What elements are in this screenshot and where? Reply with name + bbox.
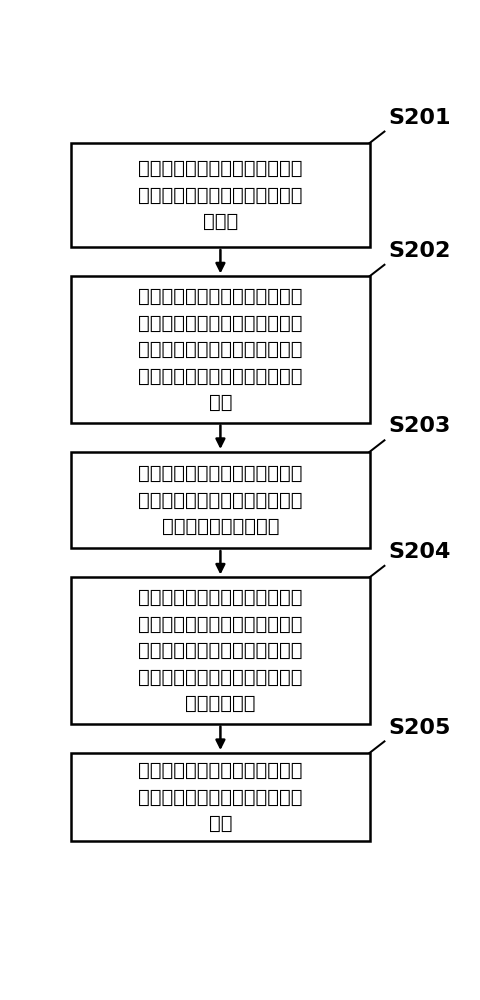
- Text: S205: S205: [387, 718, 450, 738]
- Text: S203: S203: [387, 416, 450, 436]
- Text: S201: S201: [387, 108, 450, 128]
- Text: S204: S204: [387, 542, 450, 562]
- Text: 选取所述视频中依次间隔预先设
定帧数的图像，以构成原始帧序
列图集: 选取所述视频中依次间隔预先设 定帧数的图像，以构成原始帧序 列图集: [138, 159, 302, 231]
- Bar: [71, 143, 369, 247]
- Text: 对所述原始帧序列图集中每一帧
图像进行检测，以生成对应于所
述原始帧序列图集中各帧图像的
检测数据，所述检测数据包括偏
航角: 对所述原始帧序列图集中每一帧 图像进行检测，以生成对应于所 述原始帧序列图集中各…: [138, 287, 302, 412]
- Text: 对所述有效序列图集中每一帧图
像进行重检测，以生成对应于所
述有效序列图集中各帧图像的重
检测数据，所述重检测数据包括
重检测偏航角: 对所述有效序列图集中每一帧图 像进行重检测，以生成对应于所 述有效序列图集中各帧…: [138, 588, 302, 713]
- Bar: [71, 577, 369, 724]
- Text: 选取所述偏航角在第一阈值范围
内的依次间隔预先设定帧数的图
像以构成有效序列图集: 选取所述偏航角在第一阈值范围 内的依次间隔预先设定帧数的图 像以构成有效序列图集: [138, 464, 302, 536]
- Text: S202: S202: [387, 241, 450, 261]
- Bar: [71, 276, 369, 423]
- Bar: [71, 452, 369, 548]
- Text: 根据所述有效序列图集中各帧图
像的顺序对所述重检偏航角进行
校正: 根据所述有效序列图集中各帧图 像的顺序对所述重检偏航角进行 校正: [138, 761, 302, 833]
- Bar: [71, 753, 369, 841]
